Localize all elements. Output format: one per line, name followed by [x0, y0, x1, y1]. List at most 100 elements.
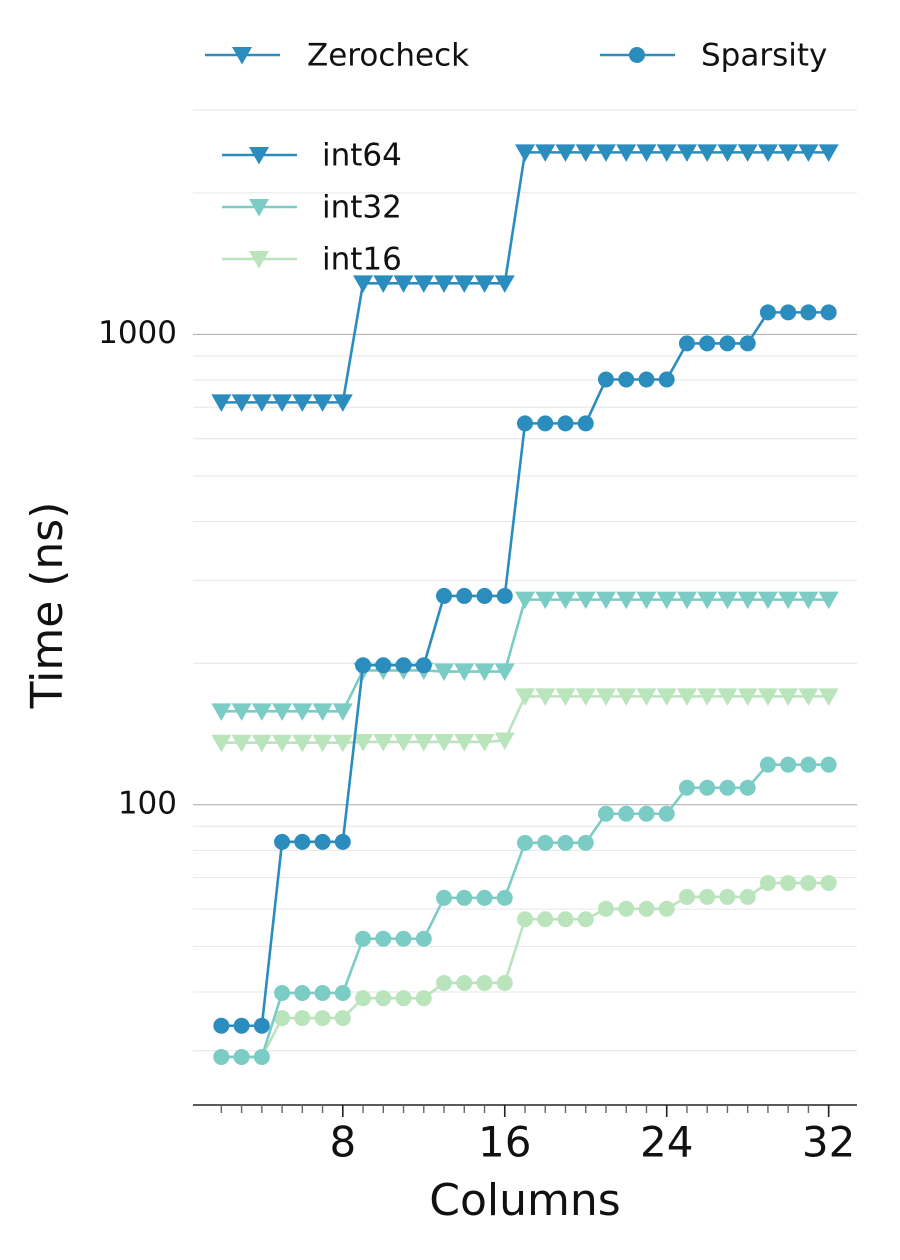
legend-marker	[249, 147, 269, 165]
data-point	[454, 275, 475, 293]
data-point	[678, 335, 695, 352]
data-point	[699, 335, 716, 352]
data-point	[597, 371, 614, 388]
data-point	[575, 688, 596, 706]
data-point	[456, 889, 473, 906]
data-point	[676, 688, 697, 706]
data-point	[618, 900, 635, 917]
data-point	[699, 888, 716, 905]
x-tick-label: 24	[640, 1118, 693, 1167]
legend-marker	[249, 199, 269, 217]
data-point	[737, 688, 758, 706]
data-point	[456, 974, 473, 991]
data-point	[759, 304, 776, 321]
data-point	[272, 734, 293, 753]
data-point	[494, 663, 515, 682]
data-point	[353, 733, 374, 752]
data-point	[818, 144, 839, 162]
data-point	[535, 591, 556, 610]
legend-marker	[249, 251, 269, 269]
data-point	[618, 371, 635, 388]
data-point	[434, 275, 455, 293]
data-point	[395, 990, 412, 1007]
data-point	[595, 144, 616, 162]
data-point	[233, 1017, 250, 1034]
data-point	[798, 144, 819, 162]
series-line	[221, 763, 829, 1059]
data-point	[415, 990, 432, 1007]
x-tick-label: 8	[329, 1118, 356, 1167]
data-point	[272, 703, 293, 721]
legend-label: Zerocheck	[307, 38, 469, 74]
data-point	[332, 734, 353, 753]
data-point	[456, 587, 473, 604]
data-point	[413, 275, 434, 293]
data-point	[393, 275, 414, 293]
data-point	[476, 587, 493, 604]
data-point	[436, 974, 453, 991]
data-point	[616, 144, 637, 162]
data-point	[213, 1048, 230, 1065]
data-point	[413, 733, 434, 752]
legend-marker	[232, 47, 252, 65]
data-point	[737, 144, 758, 162]
data-point	[274, 1010, 291, 1027]
data-point	[656, 591, 677, 610]
legend-label: int64	[322, 138, 402, 174]
data-point	[717, 688, 738, 706]
data-point	[575, 144, 596, 162]
data-point	[292, 703, 313, 721]
data-point	[334, 1010, 351, 1027]
data-point	[616, 591, 637, 610]
data-point	[211, 394, 232, 412]
data-point	[697, 144, 718, 162]
data-point	[332, 394, 353, 412]
data-point	[211, 734, 232, 753]
data-point	[778, 688, 799, 706]
x-axis-label: Columns	[429, 1175, 620, 1226]
y-tick-label: 100	[118, 785, 177, 821]
data-point	[314, 1010, 331, 1027]
data-point	[535, 688, 556, 706]
data-point	[312, 394, 333, 412]
data-point	[575, 591, 596, 610]
data-point	[818, 591, 839, 610]
data-point	[353, 275, 374, 293]
data-point	[597, 805, 614, 822]
data-point	[820, 756, 837, 773]
data-point	[555, 688, 576, 706]
data-point	[474, 275, 495, 293]
data-point	[476, 889, 493, 906]
data-point	[233, 1048, 250, 1065]
data-point	[557, 911, 574, 928]
data-point	[375, 990, 392, 1007]
data-point	[434, 663, 455, 682]
x-tick-label: 32	[802, 1118, 855, 1167]
data-point	[780, 756, 797, 773]
data-point	[496, 974, 513, 991]
data-point	[535, 144, 556, 162]
data-point	[577, 911, 594, 928]
data-point	[294, 984, 311, 1001]
data-point	[213, 1017, 230, 1034]
data-point	[798, 591, 819, 610]
data-point	[676, 144, 697, 162]
data-point	[537, 911, 554, 928]
data-point	[678, 779, 695, 796]
data-point	[454, 733, 475, 752]
data-point	[292, 394, 313, 412]
data-point	[717, 144, 738, 162]
legend-marker	[629, 47, 645, 63]
data-point	[272, 394, 293, 412]
data-point	[494, 275, 515, 293]
legend-label: Sparsity	[701, 38, 827, 74]
data-point	[373, 275, 394, 293]
data-point	[820, 874, 837, 891]
data-point	[312, 734, 333, 753]
data-point	[515, 688, 535, 706]
data-point	[474, 733, 495, 752]
data-point	[577, 834, 594, 851]
data-point	[231, 394, 252, 412]
data-point	[231, 734, 252, 753]
data-point	[778, 591, 799, 610]
